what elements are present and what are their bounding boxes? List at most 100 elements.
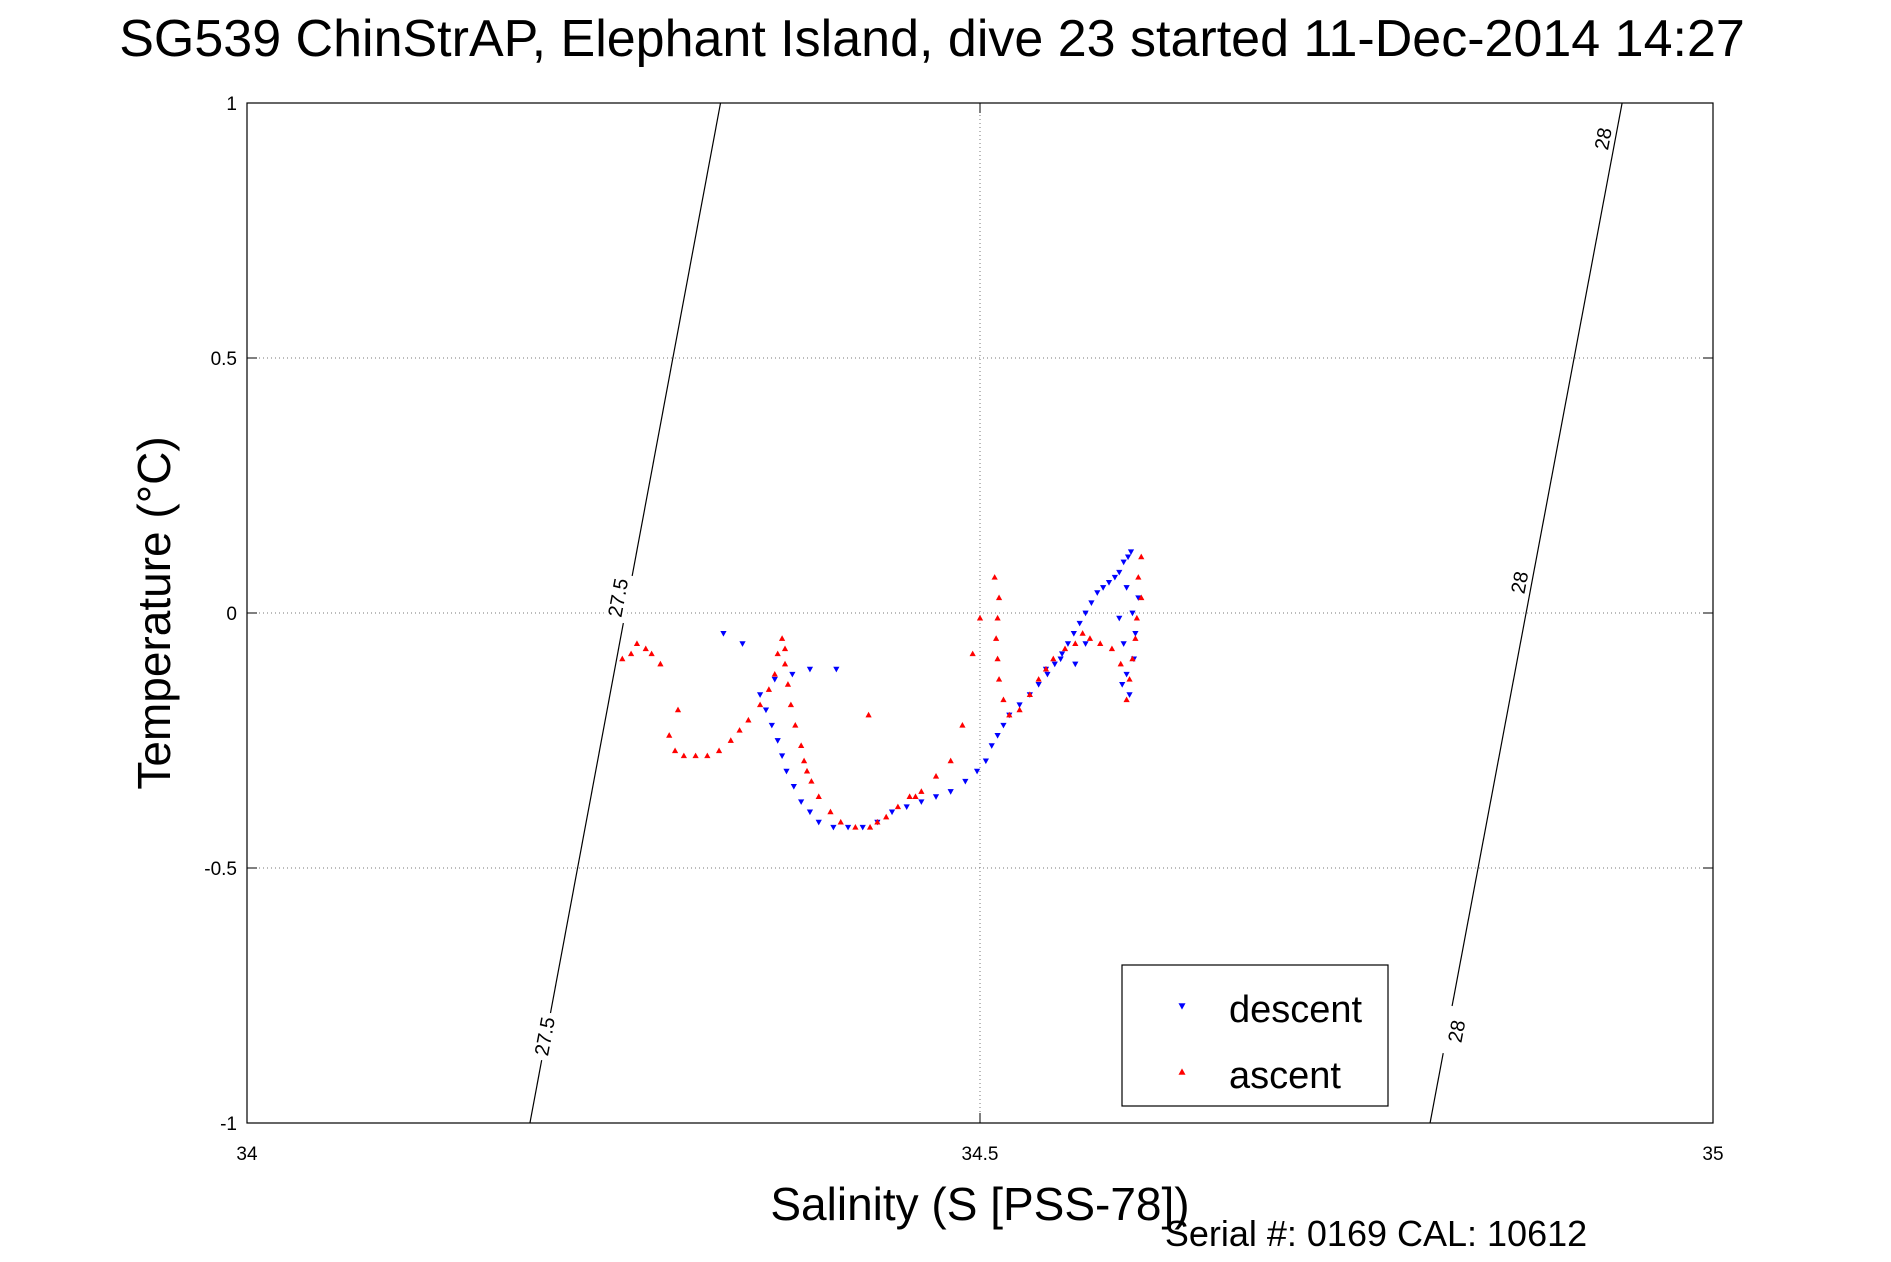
ascent-point xyxy=(798,742,805,748)
descent-point xyxy=(888,809,896,816)
legend-label-ascent: ascent xyxy=(1229,1055,1341,1097)
ascent-point xyxy=(671,747,679,754)
descent-point xyxy=(1127,549,1135,556)
descent-point xyxy=(1058,651,1066,658)
ascent-point xyxy=(619,655,626,662)
descent-point xyxy=(1088,600,1095,607)
contour-label-bg xyxy=(602,572,634,624)
legend-marker-ascent xyxy=(1178,1068,1186,1075)
descent-point xyxy=(1035,682,1042,688)
descent-point xyxy=(973,768,981,775)
ascent-point xyxy=(1117,660,1124,667)
ascent-point xyxy=(784,681,792,687)
x-tick-label: 34.5 xyxy=(962,1144,999,1165)
descent-point xyxy=(1070,631,1077,637)
ascent-point xyxy=(774,650,781,657)
ascent-point xyxy=(852,823,859,830)
chart-title: SG539 ChinStrAP, Elephant Island, dive 2… xyxy=(119,10,1745,68)
descent-point xyxy=(1064,641,1072,647)
descent-point xyxy=(1119,682,1126,688)
descent-point xyxy=(947,789,954,795)
ascent-point xyxy=(1079,630,1086,636)
ascent-point xyxy=(715,747,723,754)
ascent-point xyxy=(883,813,890,820)
descent-point xyxy=(1072,661,1079,668)
descent-point xyxy=(1123,585,1130,591)
data-markers xyxy=(619,549,1145,831)
contour-label: 28 xyxy=(1591,126,1617,152)
ascent-point xyxy=(657,660,664,667)
descent-point xyxy=(844,824,852,831)
contour-label-bg xyxy=(1587,113,1619,165)
ascent-point xyxy=(1086,635,1094,641)
ascent-point xyxy=(727,737,734,743)
descent-point xyxy=(762,707,770,714)
descent-point xyxy=(994,733,1001,739)
x-tick-label: 34 xyxy=(236,1144,258,1165)
ascent-point xyxy=(1108,645,1116,652)
ascent-point xyxy=(827,808,834,815)
contour-label-bg xyxy=(1441,1005,1472,1057)
ascent-point xyxy=(633,640,641,646)
ascent-point xyxy=(704,752,711,759)
ascent-point xyxy=(1132,635,1139,641)
descent-point xyxy=(833,666,840,673)
descent-point xyxy=(988,743,995,749)
ascent-point xyxy=(1072,640,1079,646)
descent-point xyxy=(1129,610,1136,617)
ascent-point xyxy=(969,650,976,657)
descent-point xyxy=(774,738,781,744)
y-tick-label: -0.5 xyxy=(204,859,237,880)
descent-point xyxy=(768,722,775,729)
legend: descent ascent xyxy=(1121,964,1389,1107)
ascent-point xyxy=(918,788,925,794)
contour-label-bg xyxy=(529,1010,560,1062)
descent-point xyxy=(830,824,837,831)
x-axis-label: Salinity (S [PSS-78]) xyxy=(770,1178,1189,1230)
ascent-point xyxy=(1097,640,1104,646)
ascent-point xyxy=(787,701,794,708)
ascent-point xyxy=(1135,574,1142,580)
descent-point xyxy=(982,758,989,765)
ascent-point xyxy=(1138,594,1145,601)
descent-point xyxy=(1132,631,1139,637)
ascent-point xyxy=(642,645,649,652)
descent-point xyxy=(1120,559,1127,566)
ascent-point xyxy=(756,701,764,708)
descent-point xyxy=(1016,702,1023,709)
ascent-point xyxy=(1138,553,1145,560)
descent-point xyxy=(778,753,786,760)
ascent-point xyxy=(765,686,773,692)
ascent-point xyxy=(991,574,998,580)
ascent-point xyxy=(781,645,789,652)
ascent-point xyxy=(994,614,1001,621)
y-tick-label: -1 xyxy=(220,1114,237,1135)
ascent-point xyxy=(778,635,786,641)
descent-point xyxy=(1094,590,1101,596)
ascent-point xyxy=(1061,645,1069,652)
descent-point xyxy=(1105,580,1113,586)
ascent-point xyxy=(1050,655,1057,662)
ascent-point xyxy=(800,757,808,764)
ascent-point xyxy=(1123,696,1130,703)
ascent-point xyxy=(874,818,881,825)
descent-point xyxy=(798,799,805,805)
descent-point xyxy=(903,804,910,811)
ascent-point xyxy=(792,721,799,728)
ascent-point xyxy=(674,706,682,713)
legend-label-descent: descent xyxy=(1229,989,1363,1031)
ascent-point xyxy=(648,650,655,657)
ascent-point xyxy=(912,793,919,799)
ascent-point xyxy=(1126,676,1133,682)
ascent-point xyxy=(866,823,874,830)
descent-point xyxy=(1076,620,1083,627)
ascent-point xyxy=(736,727,743,733)
ascent-point xyxy=(994,655,1001,662)
descent-point xyxy=(1126,692,1133,698)
descent-point xyxy=(1100,585,1107,591)
legend-box xyxy=(1121,964,1389,1107)
descent-point xyxy=(806,809,814,816)
ascent-point xyxy=(906,793,913,799)
descent-point xyxy=(815,819,822,826)
descent-point xyxy=(918,799,925,805)
